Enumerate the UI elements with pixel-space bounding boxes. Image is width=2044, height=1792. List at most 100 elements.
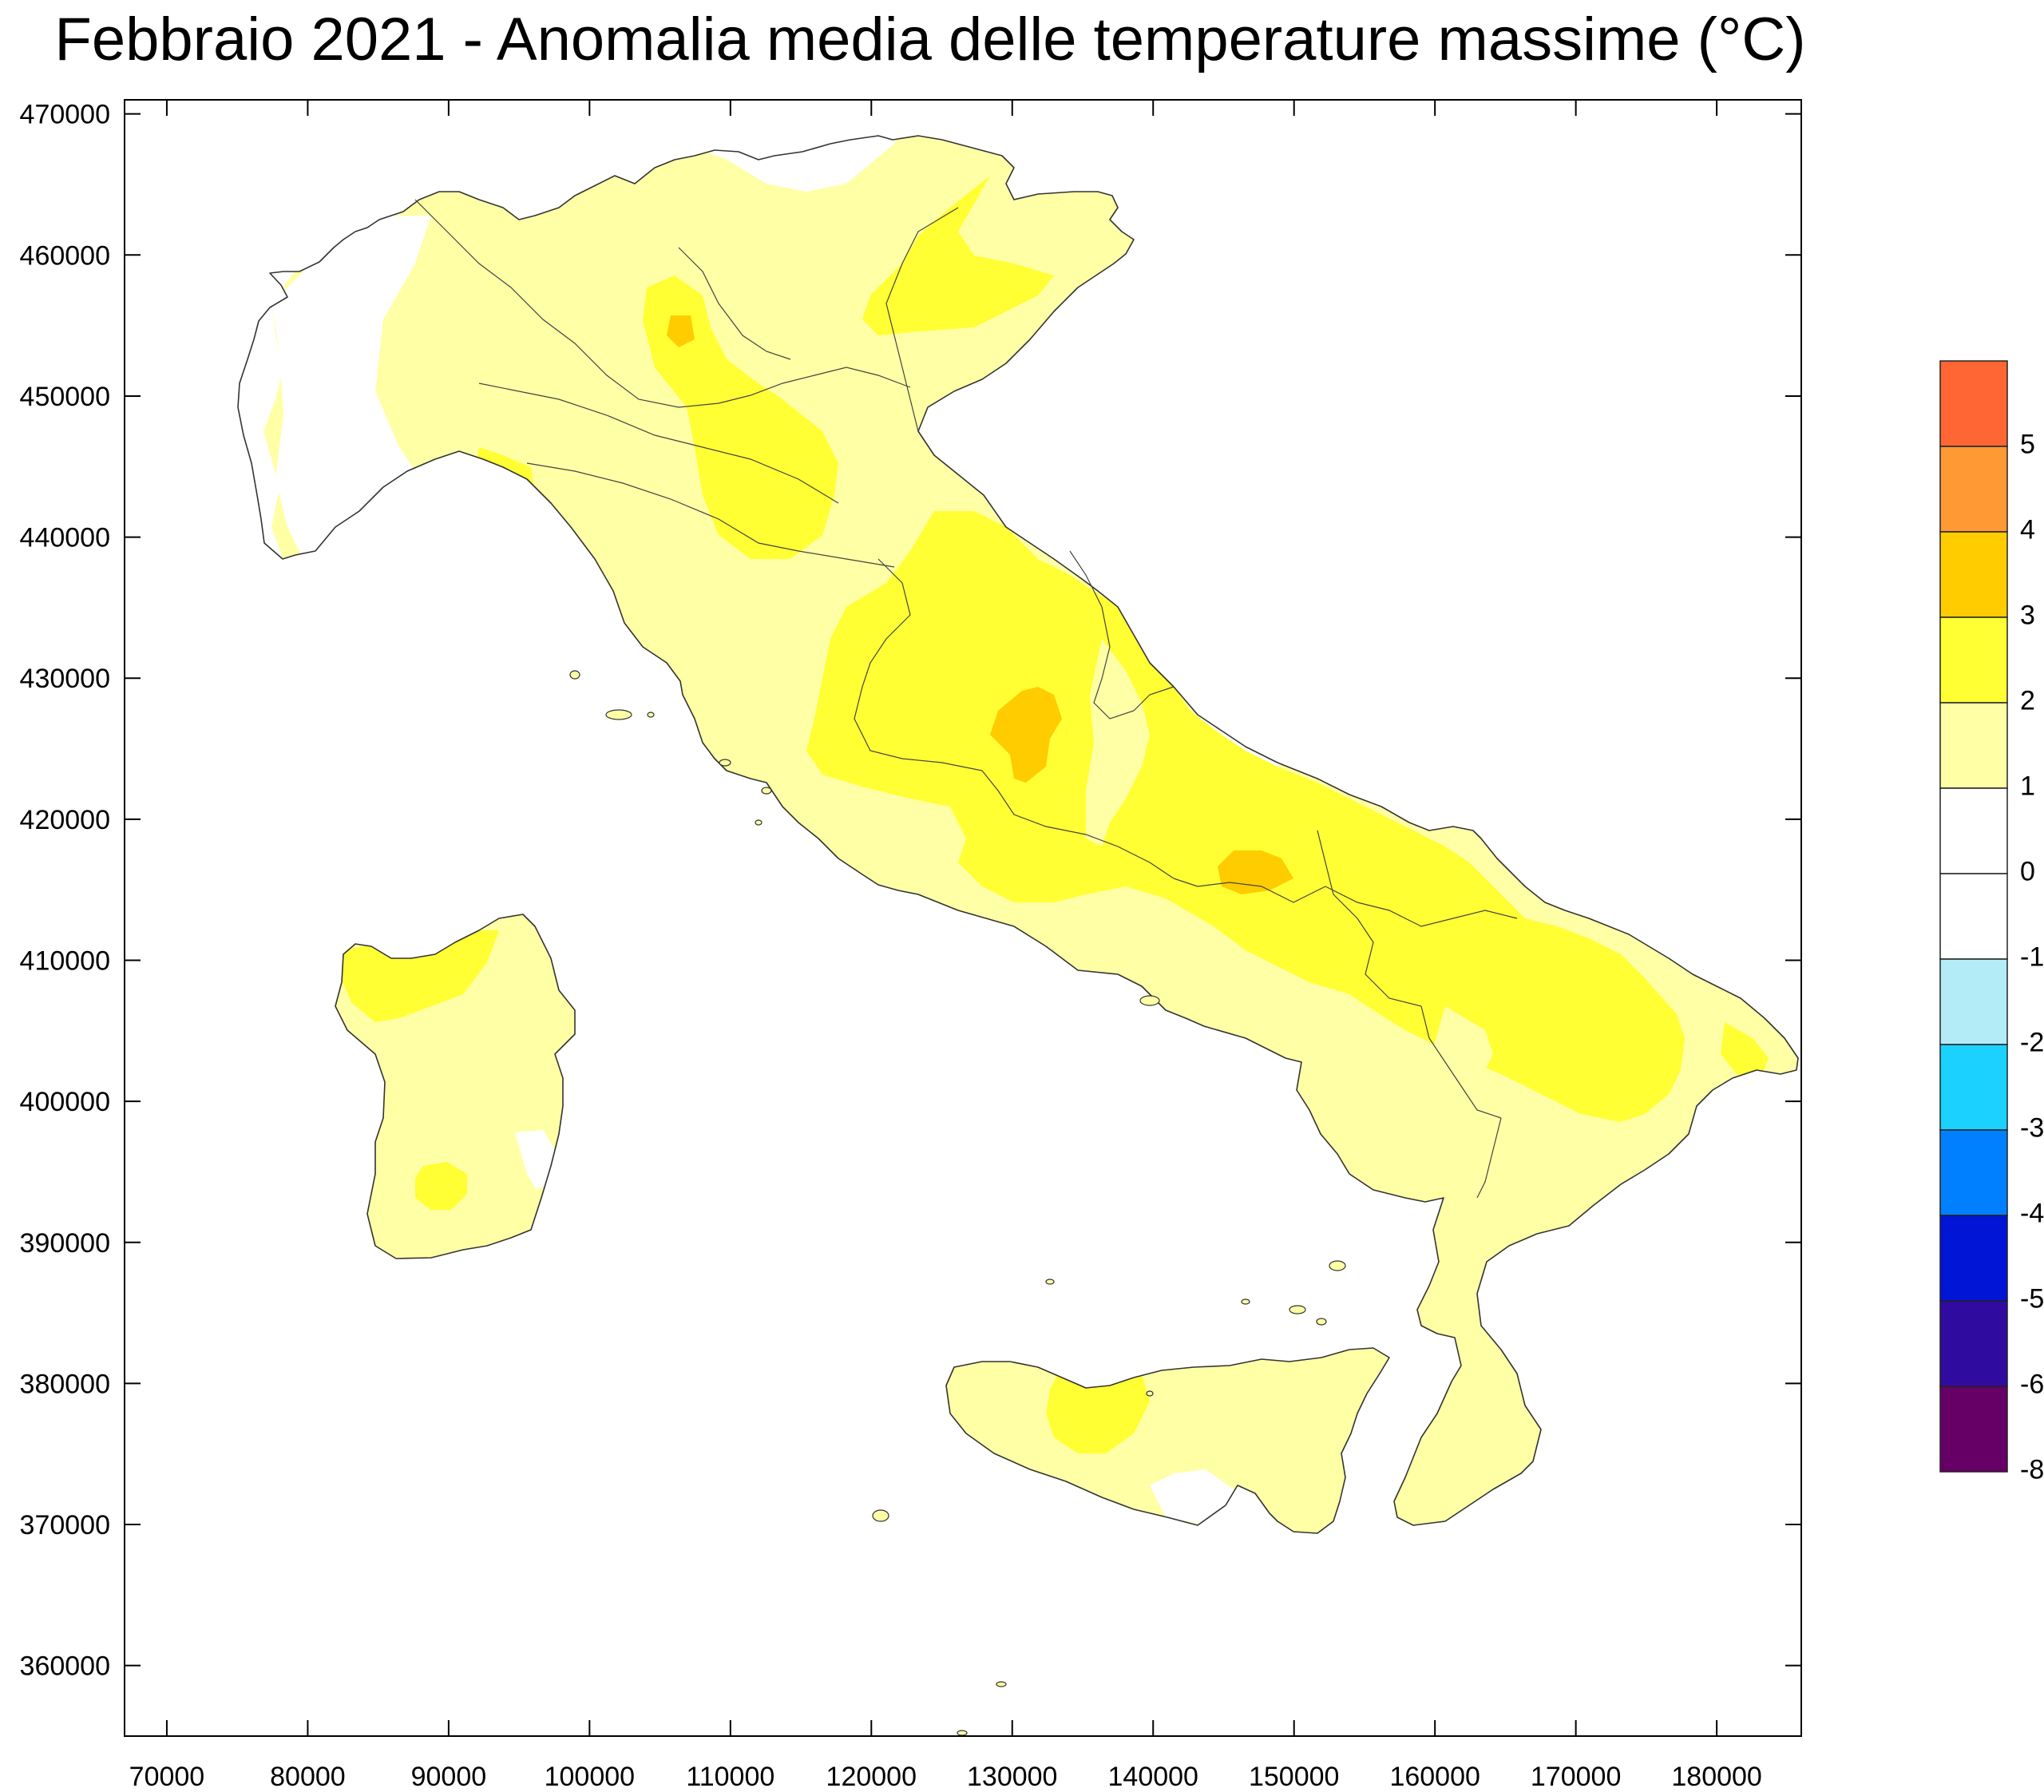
islet-8	[1289, 1305, 1306, 1314]
x-tick-label: 100000	[545, 1762, 635, 1792]
yellow-north-sardinia	[339, 930, 499, 1022]
region-border-3	[854, 558, 983, 771]
colorbar-label: -8	[2020, 1455, 2044, 1485]
colorbar-label: -4	[2020, 1199, 2044, 1229]
anomaly-peak-lombardia	[667, 315, 695, 347]
sicily-coastline	[945, 1347, 1390, 1534]
anomaly-peak-piemonte-west	[128, 375, 172, 419]
region-border-12	[885, 207, 959, 432]
yellow-friuli	[862, 176, 1054, 335]
map-layer	[128, 135, 1799, 1736]
islet-11	[996, 1681, 1007, 1687]
colorbar-swatch	[1939, 360, 2008, 447]
colorbar-swatch	[1939, 446, 2008, 533]
islet-2	[647, 712, 655, 718]
x-tick-label: 160000	[1389, 1762, 1480, 1792]
colorbar-swatch	[1939, 1300, 2008, 1387]
colorbar-swatch	[1939, 531, 2008, 618]
x-tick-label: 90000	[411, 1762, 487, 1792]
colorbar-swatch	[1939, 873, 2008, 960]
sardinia-coastline	[335, 914, 576, 1259]
islet-12	[957, 1730, 968, 1736]
white-east-sardinia	[515, 1130, 555, 1190]
x-tick-label: 120000	[826, 1762, 917, 1792]
colorbar-label: -2	[2020, 1028, 2044, 1058]
y-tick-label: 470000	[20, 100, 110, 130]
colorbar-swatch	[1939, 1044, 2008, 1131]
colorbar-label: 5	[2020, 430, 2035, 460]
white-south-sicily	[1150, 1469, 1234, 1524]
plot-frame	[124, 99, 1802, 1737]
colorbar-swatch	[1939, 1129, 2008, 1216]
map-title: Febbraio 2021 - Anomalia media delle tem…	[54, 6, 1806, 73]
yellow-west-sardinia	[415, 1162, 467, 1210]
yellow-west-sicily	[1046, 1362, 1150, 1453]
colorbar-label: -1	[2020, 942, 2044, 973]
colorbar-label: 4	[2020, 515, 2035, 545]
x-tick-label: 180000	[1671, 1762, 1761, 1792]
islet-6	[1139, 995, 1160, 1006]
x-tick-label: 70000	[129, 1762, 205, 1792]
colorbar-label: 2	[2020, 686, 2035, 716]
region-border-11	[678, 247, 791, 360]
yellow-salento	[1721, 1022, 1769, 1078]
colorbar-swatch	[1939, 787, 2008, 874]
region-sardinia	[335, 914, 575, 1259]
colorbar-label: 3	[2020, 601, 2035, 631]
mainland-coastline	[237, 135, 1799, 1526]
colorbar-swatch	[1939, 1215, 2008, 1302]
y-tick-label: 410000	[20, 946, 110, 976]
region-border-7	[1317, 830, 1422, 1007]
region-border-10	[1476, 1117, 1502, 1199]
colorbar-label: 0	[2020, 857, 2035, 887]
islet-1	[605, 709, 632, 720]
axes-layer: 70000 80000 90000 100000 110000 120000 130000 1…	[20, 99, 1802, 1792]
region-border-8	[1420, 1005, 1502, 1119]
y-tick-label: 360000	[20, 1651, 110, 1682]
colorbar-label: -3	[2020, 1113, 2044, 1144]
colorbar-swatch	[1939, 702, 2008, 789]
y-tick-label: 380000	[20, 1369, 110, 1399]
region-border-5	[1069, 550, 1175, 720]
region-border-2	[526, 462, 895, 568]
region-border-0	[414, 199, 911, 408]
islet-5	[755, 819, 763, 826]
y-tick-label: 460000	[20, 240, 110, 271]
region-border-1	[478, 383, 839, 504]
islet-15	[1316, 1318, 1327, 1326]
islet-0	[569, 670, 580, 680]
y-tick-label: 400000	[20, 1087, 110, 1117]
islet-9	[1146, 1390, 1154, 1397]
x-tick-label: 140000	[1108, 1762, 1198, 1792]
islet-13	[1045, 1279, 1055, 1285]
islet-14	[1241, 1298, 1250, 1305]
colorbar-label: -6	[2020, 1370, 2044, 1400]
colorbar-label: -5	[2020, 1284, 2044, 1314]
anomaly-peak-umbria	[990, 687, 1062, 783]
y-tick-label: 440000	[20, 523, 110, 553]
region-border-9	[1325, 886, 1518, 927]
y-tick-label: 420000	[20, 805, 110, 835]
colorbar: 5 4 3 2 1 0 -1 -2 -3 -4 -5 -6 -8	[1939, 360, 2044, 1485]
islet-10	[872, 1509, 889, 1522]
colorbar-label: 1	[2020, 771, 2035, 802]
region-border-4	[981, 770, 1175, 879]
islet-4	[761, 787, 772, 795]
region-mainland	[128, 136, 1798, 1525]
yellow-central-south	[806, 511, 1685, 1122]
islet-7	[1329, 1260, 1346, 1271]
colorbar-swatch	[1939, 1386, 2008, 1473]
light-basilicata-gap	[1429, 1006, 1493, 1086]
y-tick-label: 370000	[20, 1510, 110, 1540]
colorbar-swatch	[1939, 958, 2008, 1045]
anomaly-peak-aosta	[150, 272, 217, 323]
x-tick-label: 110000	[686, 1762, 774, 1792]
x-tick-label: 130000	[967, 1762, 1057, 1792]
y-tick-label: 430000	[20, 664, 110, 694]
y-tick-label: 390000	[20, 1228, 110, 1259]
x-tick-label: 150000	[1249, 1762, 1339, 1792]
light-abruzzo-gap	[1086, 639, 1150, 846]
region-sicily	[946, 1348, 1389, 1533]
x-tick-label: 170000	[1531, 1762, 1621, 1792]
yellow-lombardia-emilia	[643, 276, 838, 559]
